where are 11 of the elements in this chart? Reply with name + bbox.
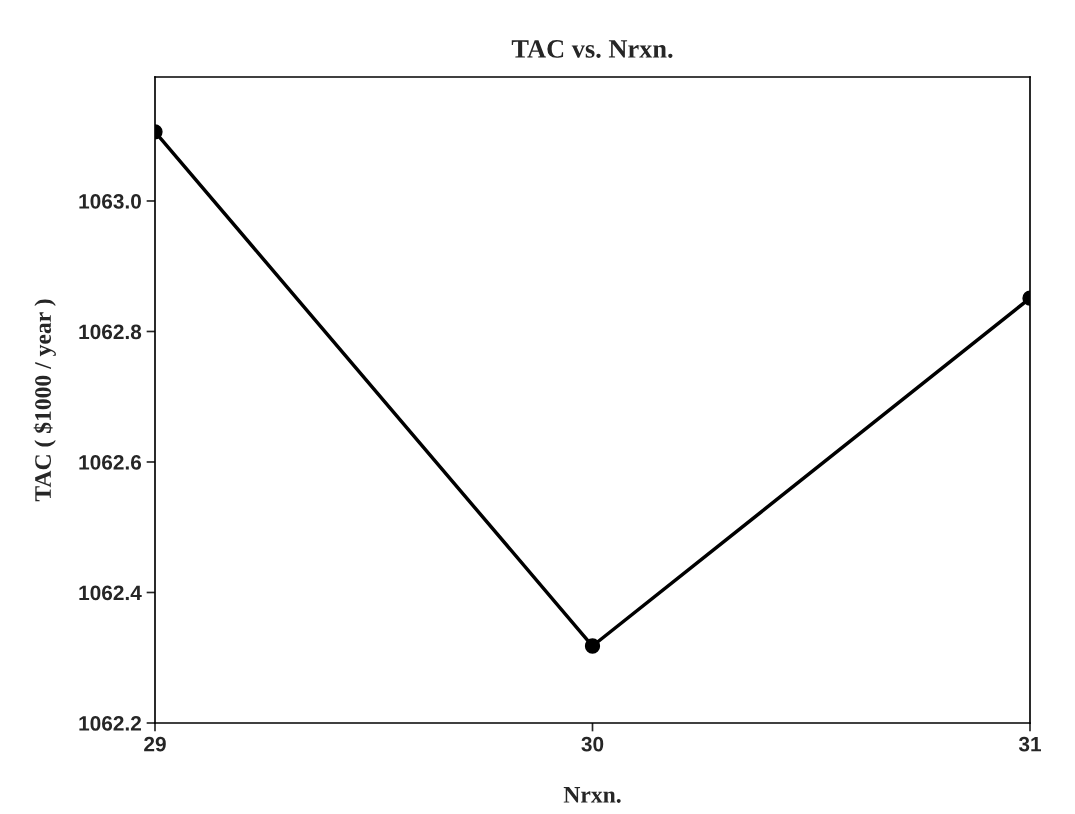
y-tick-label: 1062.6	[79, 454, 142, 470]
y-tick-label: 1063.0	[79, 193, 141, 209]
chart-title: TAC vs. Nrxn.	[511, 40, 673, 58]
y-tick-label: 1062.4	[79, 585, 142, 601]
x-axis-title: Nrxn.	[563, 787, 621, 803]
y-tick-label: 1062.8	[79, 324, 142, 340]
y-axis-title: TAC ( $1000 / year )	[33, 299, 56, 502]
x-tick-label: 29	[144, 736, 166, 752]
x-tick-label: 31	[1018, 736, 1042, 752]
x-tick-label: 30	[581, 736, 604, 752]
y-tick-label: 1062.2	[79, 716, 141, 731]
